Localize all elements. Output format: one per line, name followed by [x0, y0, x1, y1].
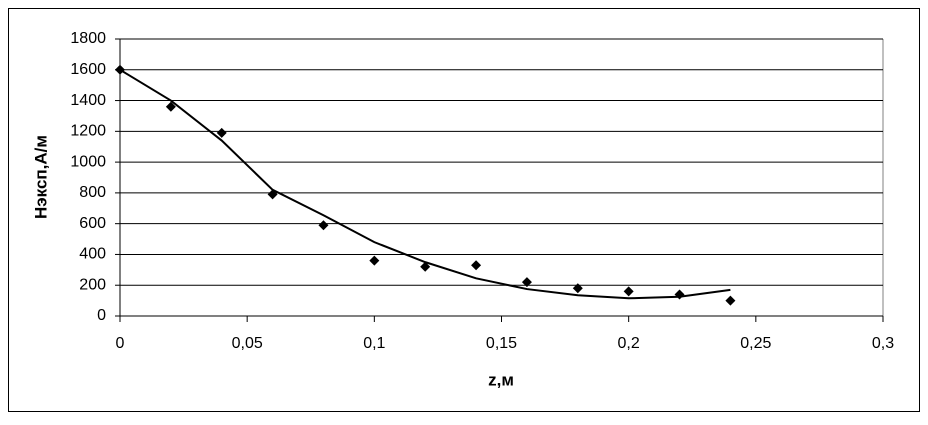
data-point	[623, 286, 634, 297]
data-point	[725, 295, 736, 306]
y-tick-label: 1600	[70, 61, 106, 78]
chart-frame	[8, 8, 920, 412]
y-tick-label: 1400	[70, 92, 106, 109]
x-tick-label: 0,1	[363, 335, 385, 352]
y-tick-label: 600	[79, 215, 106, 232]
y-tick-label: 0	[97, 307, 106, 324]
y-axis-label: Нэксп,А/м	[31, 135, 50, 219]
y-tick-label: 1200	[70, 123, 106, 140]
x-tick-label: 0,25	[740, 335, 771, 352]
data-point	[420, 261, 431, 272]
trend-line	[119, 68, 731, 300]
data-point	[521, 277, 532, 288]
x-tick-label: 0,2	[618, 335, 640, 352]
y-tick-label: 200	[79, 276, 106, 293]
data-point	[471, 260, 482, 271]
y-tick-label: 800	[79, 184, 106, 201]
y-tick-label: 1800	[70, 30, 106, 47]
x-tick-label: 0,15	[486, 335, 517, 352]
x-tick-label: 0,3	[872, 335, 894, 352]
data-point	[318, 220, 329, 231]
y-tick-label: 1000	[70, 153, 106, 170]
x-axis-label: z,м	[488, 370, 514, 389]
data-point	[216, 127, 227, 138]
x-tick-label: 0,05	[232, 335, 263, 352]
x-tick-label: 0	[116, 335, 125, 352]
data-point	[165, 101, 176, 112]
data-point	[572, 283, 583, 294]
data-point	[369, 255, 380, 266]
y-tick-label: 400	[79, 246, 106, 263]
